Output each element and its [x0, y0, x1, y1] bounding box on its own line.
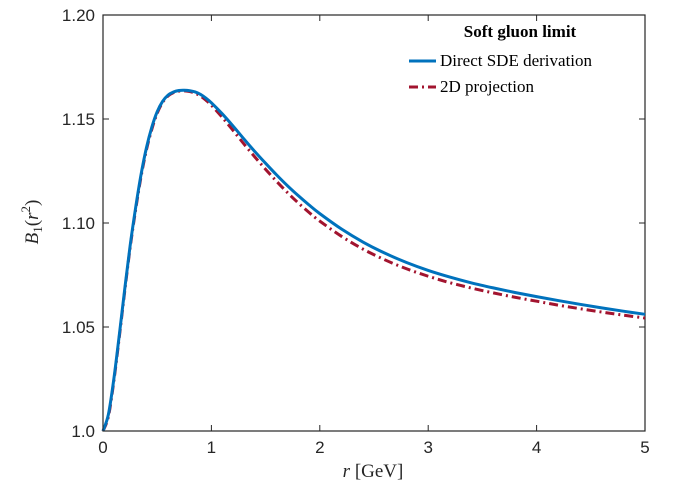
y-axis-label: B1(r2): [18, 200, 45, 245]
y-tick-label: 1.05: [62, 318, 95, 337]
plot-area: 0 1 2 3 4 5 1.0 1.05 1.10 1.15 1.20: [62, 6, 650, 457]
x-tick-label: 5: [640, 438, 649, 457]
legend-label-direct-sde: Direct SDE derivation: [440, 51, 593, 70]
series-line-2d-projection: [101, 89, 646, 432]
axes-box: [102, 14, 646, 432]
x-axis-label: r [GeV]: [343, 461, 404, 482]
x-tick-label: 1: [207, 438, 216, 457]
x-tick-label: 0: [98, 438, 107, 457]
x-tick-label: 2: [315, 438, 324, 457]
series-layer: [101, 88, 646, 432]
legend-label-2d-projection: 2D projection: [440, 77, 534, 96]
ticks-layer: 0 1 2 3 4 5 1.0 1.05 1.10 1.15 1.20: [62, 6, 650, 457]
y-tick-label: 1.10: [62, 214, 95, 233]
y-tick-label: 1.15: [62, 110, 95, 129]
legend-title: Soft gluon limit: [464, 22, 577, 41]
y-tick-label: 1.0: [71, 422, 95, 441]
series-line-direct-sde: [101, 88, 646, 432]
y-tick-label: 1.20: [62, 6, 95, 25]
x-tick-label: 4: [532, 438, 541, 457]
x-tick-label: 3: [423, 438, 432, 457]
legend: Soft gluon limit Direct SDE derivation 2…: [409, 22, 593, 96]
